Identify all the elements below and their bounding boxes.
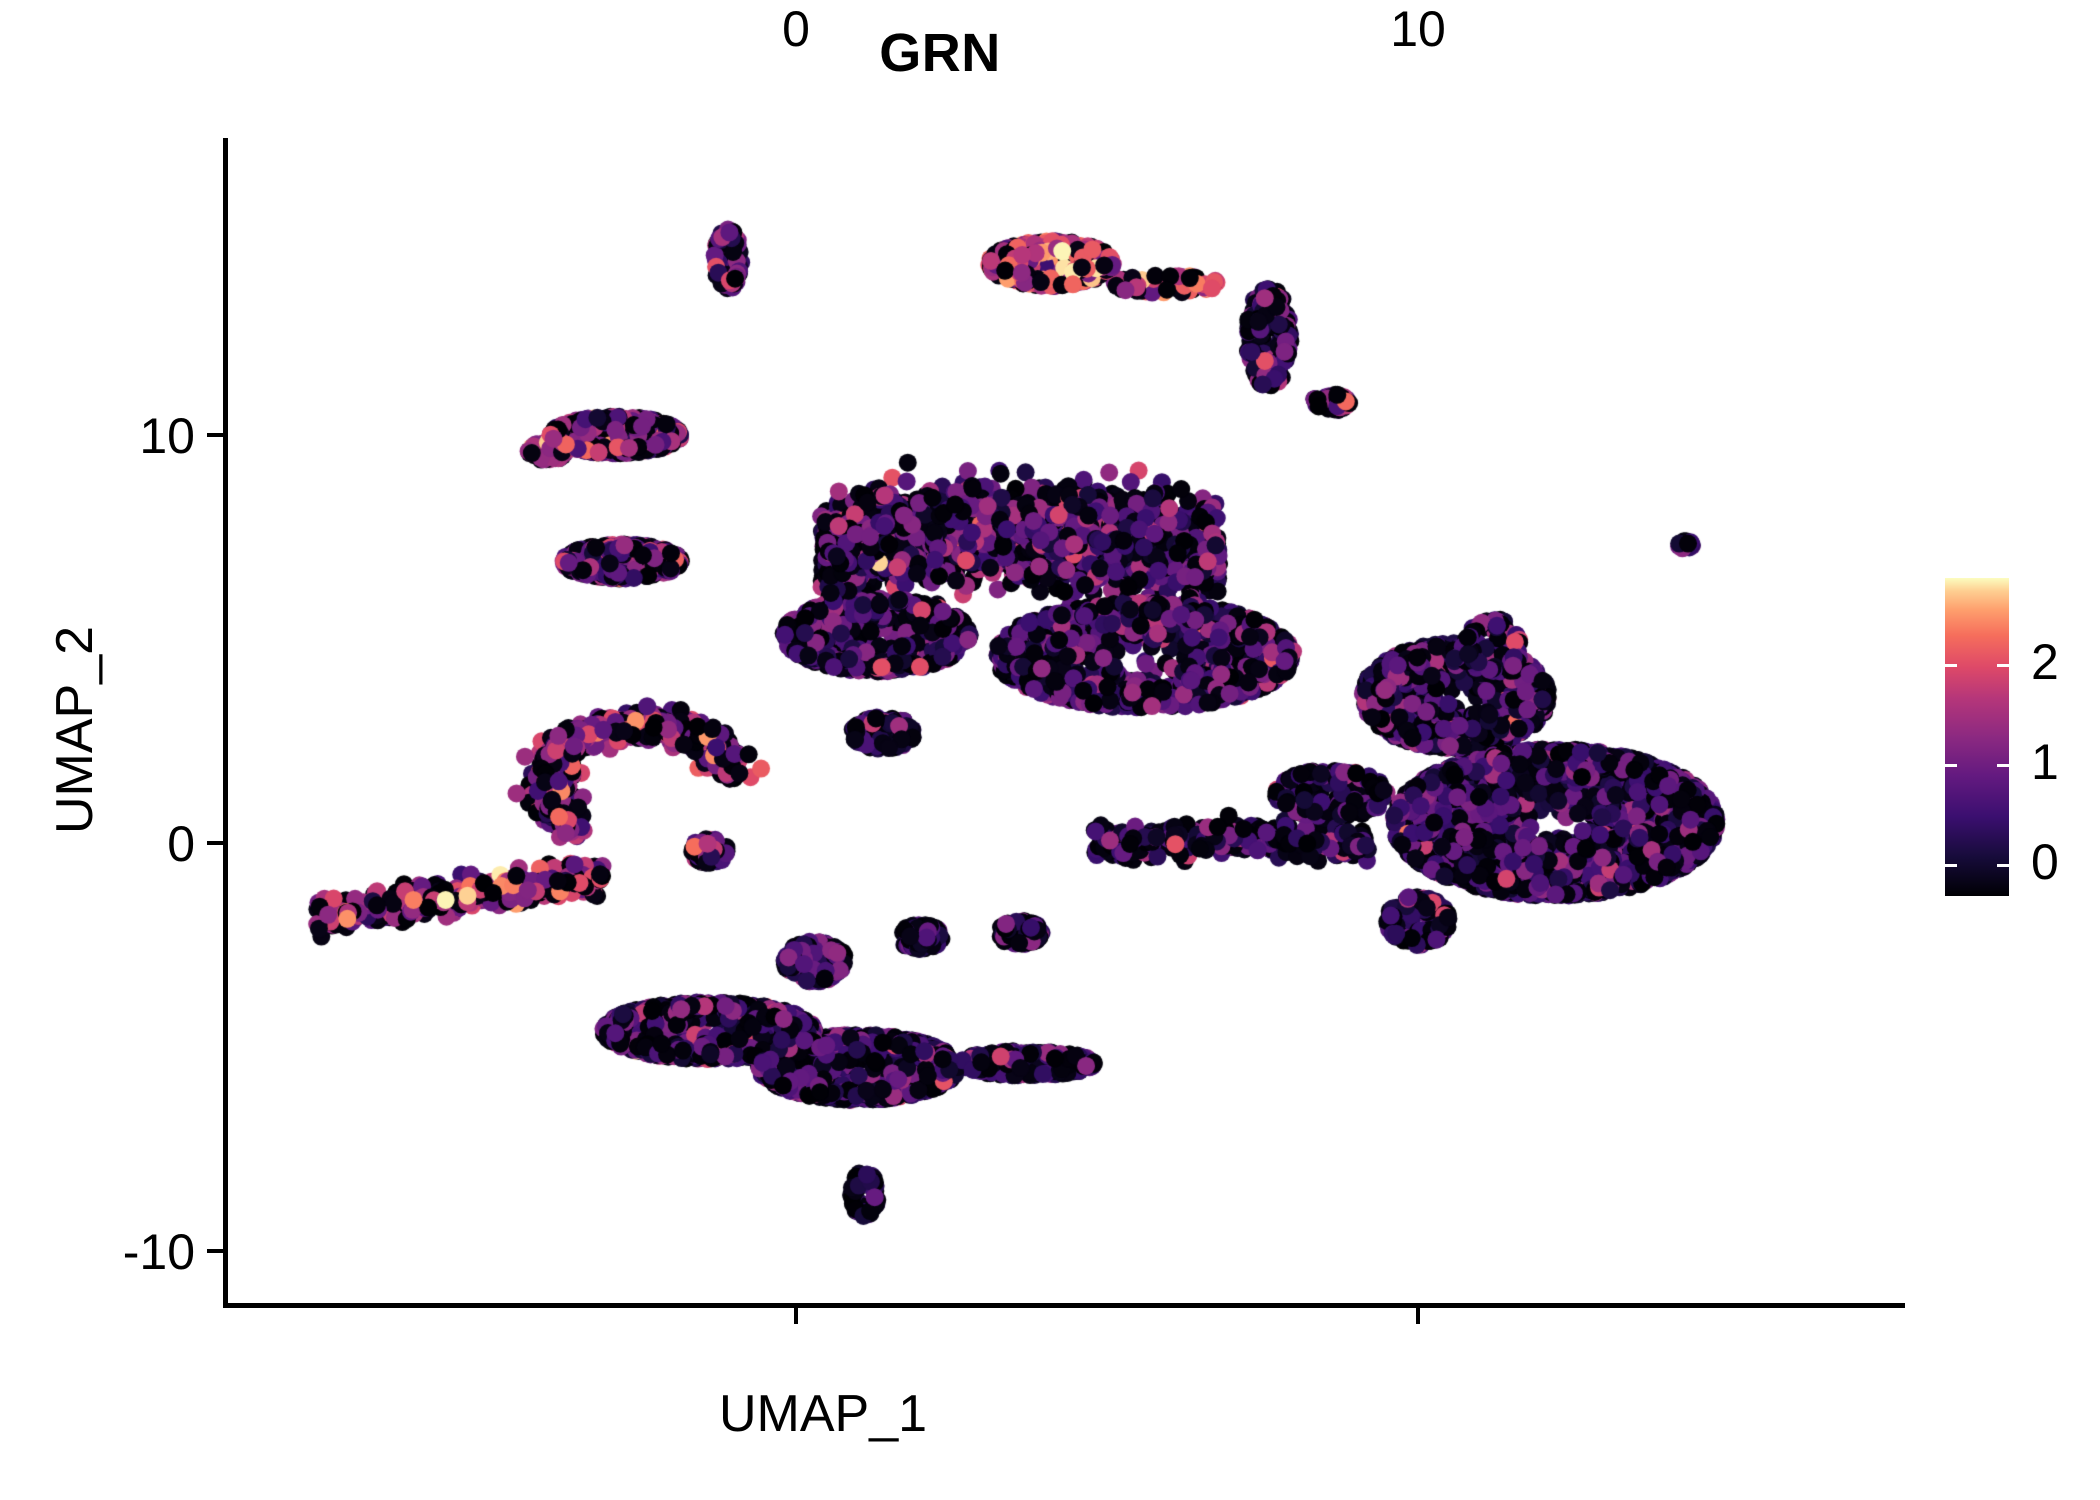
page-title: GRN bbox=[879, 23, 1001, 83]
colorbar-legend: 2 1 0 bbox=[1945, 578, 2085, 908]
colorbar-label-0: 0 bbox=[2031, 834, 2059, 891]
colorbar-tick-1 bbox=[1997, 763, 2009, 767]
y-tick-mark-0 bbox=[207, 841, 223, 845]
colorbar-label-2: 2 bbox=[2031, 633, 2059, 690]
x-tick-label-10: 10 bbox=[1390, 1, 1446, 57]
colorbar-tick-2 bbox=[1945, 663, 1957, 667]
scatter-plot-panel bbox=[228, 138, 1905, 1303]
x-axis-line bbox=[223, 1303, 1905, 1308]
y-axis-label: UMAP_2 bbox=[46, 625, 104, 835]
x-axis-label: UMAP_1 bbox=[718, 1385, 928, 1443]
colorbar-tick-2 bbox=[1997, 663, 2009, 667]
y-tick-label-neg10: -10 bbox=[122, 1224, 195, 1280]
y-tick-mark-neg10 bbox=[207, 1249, 223, 1253]
x-tick-mark-10 bbox=[1416, 1308, 1420, 1324]
y-tick-label-0: 0 bbox=[167, 816, 195, 872]
colorbar-label-1: 1 bbox=[2031, 733, 2059, 790]
colorbar-tick-0 bbox=[1997, 864, 2009, 868]
colorbar-tick-1 bbox=[1945, 763, 1957, 767]
x-tick-mark-0 bbox=[794, 1308, 798, 1324]
y-tick-mark-10 bbox=[207, 433, 223, 437]
scatter-points-canvas bbox=[228, 138, 1905, 1303]
y-axis-line bbox=[223, 138, 228, 1308]
colorbar-gradient bbox=[1945, 578, 2009, 896]
x-tick-label-0: 0 bbox=[782, 1, 810, 57]
y-tick-label-10: 10 bbox=[139, 408, 195, 464]
colorbar-tick-0 bbox=[1945, 864, 1957, 868]
